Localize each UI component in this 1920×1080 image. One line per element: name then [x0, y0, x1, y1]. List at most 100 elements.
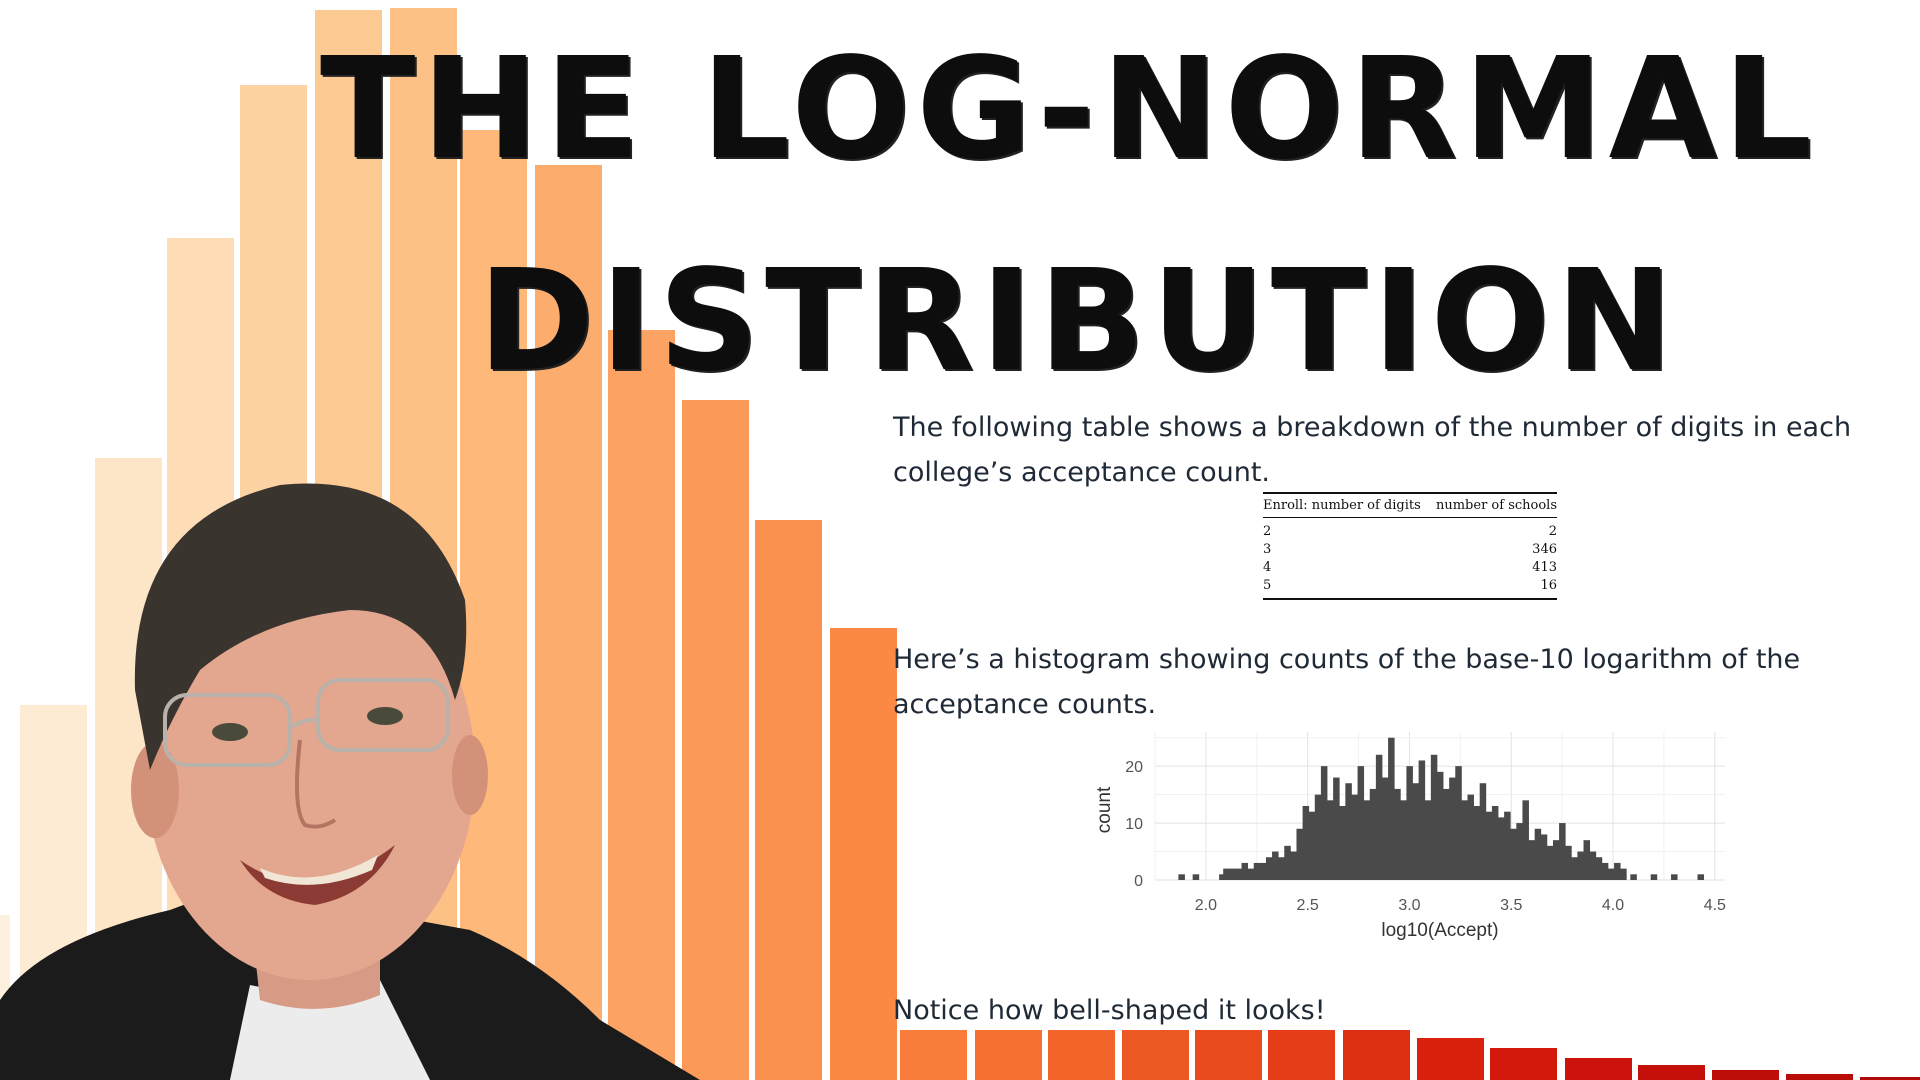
x-tick-label: 4.5	[1704, 897, 1726, 914]
histogram-bar	[1265, 857, 1273, 880]
table-cell: 3	[1263, 542, 1272, 557]
table-cell: 4	[1263, 560, 1272, 575]
histogram-bar	[1219, 874, 1226, 880]
histogram-chart: 2.0 2.5 3.0 3.5 4.0 4.5 0 10 20 log10(Accept) co…	[1094, 732, 1726, 941]
background-bar	[608, 330, 675, 1080]
histogram-bar	[1369, 788, 1377, 880]
background-bar	[1268, 1030, 1335, 1080]
histogram-bar	[1192, 874, 1200, 880]
histogram-bar	[1614, 862, 1621, 880]
histogram-bar	[1375, 754, 1383, 880]
histogram-bar	[1436, 771, 1444, 880]
histogram-bar	[1223, 868, 1230, 880]
x-tick-label: 4.0	[1602, 897, 1624, 914]
histogram-bar	[1320, 766, 1328, 880]
histogram-intro-text: Here’s a histogram showing counts of the…	[893, 644, 1801, 720]
histogram-bar	[1178, 874, 1185, 880]
background-bar	[682, 400, 749, 1080]
title-line-2: DISTRIBUTION	[478, 240, 1679, 403]
histogram-bar	[1473, 806, 1481, 880]
histogram-bar	[1418, 760, 1426, 880]
histogram-bar	[1235, 868, 1242, 880]
background-bar	[1343, 1030, 1410, 1080]
table-intro-text: The following table shows a breakdown of…	[893, 412, 1852, 488]
histogram-bar	[1455, 766, 1462, 880]
histogram-bar	[1363, 800, 1371, 880]
y-tick-label: 10	[1125, 816, 1143, 833]
y-tick-label: 0	[1134, 873, 1143, 890]
histogram-bar	[1412, 783, 1420, 880]
table-row: 2 2	[1263, 518, 1557, 542]
histogram-bar	[1571, 857, 1578, 880]
histogram-bar	[1601, 862, 1609, 880]
histogram-bar	[1259, 862, 1267, 880]
histogram-bar	[1290, 851, 1297, 880]
histogram-bar	[1589, 851, 1597, 880]
histogram-bar	[1485, 811, 1493, 880]
histogram-bar	[1253, 862, 1261, 880]
y-tick-label: 20	[1125, 759, 1143, 776]
table-header-digits: Enroll: number of digits	[1263, 492, 1430, 518]
histogram-bar	[1577, 851, 1584, 880]
histogram-bar	[1430, 754, 1438, 880]
histogram-bar	[1565, 845, 1572, 880]
background-bar	[755, 520, 822, 1080]
table-row: 4 413	[1263, 559, 1557, 577]
histogram-bar	[1534, 828, 1542, 880]
x-tick-label: 2.0	[1195, 897, 1217, 914]
histogram-bar	[1400, 800, 1407, 880]
histogram-bar	[1479, 783, 1487, 880]
histogram-bar	[1339, 806, 1346, 880]
background-bar	[1195, 1030, 1262, 1080]
histogram-bar	[1620, 868, 1627, 880]
histogram-bar	[1284, 845, 1291, 880]
chart-tick-labels: 2.0 2.5 3.0 3.5 4.0 4.5 0 10 20	[1125, 759, 1726, 914]
presenter-photo	[0, 483, 700, 1080]
background-bar	[1122, 1030, 1189, 1080]
title-line-1: THE LOG-NORMAL	[320, 28, 1819, 191]
histogram-bar	[1333, 777, 1340, 880]
histogram-bar	[1296, 828, 1303, 880]
table-header-schools: number of schools	[1429, 492, 1557, 518]
table-cell: 5	[1263, 577, 1430, 600]
histogram-bar	[1498, 817, 1505, 880]
histogram-bar	[1394, 788, 1401, 880]
histogram-bar	[1467, 794, 1474, 880]
background-bar	[1638, 1065, 1705, 1080]
histogram-bar	[1424, 800, 1432, 880]
x-tick-label: 2.5	[1297, 897, 1319, 914]
digits-table: Enroll: number of digits number of schoo…	[1263, 492, 1557, 600]
background-bar	[1565, 1058, 1632, 1080]
background-bar	[900, 1030, 967, 1080]
histogram-bar	[1510, 828, 1517, 880]
background-bar	[1712, 1070, 1779, 1080]
table-row: 3 346	[1263, 541, 1557, 559]
histogram-bar	[1540, 834, 1548, 880]
histogram-bar	[1308, 811, 1316, 880]
x-tick-label: 3.0	[1398, 897, 1420, 914]
histogram-bar	[1229, 868, 1236, 880]
histogram-bar	[1583, 840, 1591, 880]
background-bar	[1860, 1077, 1920, 1080]
background-bar	[975, 1030, 1042, 1080]
histogram-bar	[1697, 874, 1705, 880]
x-axis-label: log10(Accept)	[1381, 920, 1498, 941]
histogram-bar	[1449, 777, 1456, 880]
background-bar	[460, 130, 527, 1080]
histogram-bar	[1528, 840, 1536, 880]
histogram-bar	[1314, 794, 1322, 880]
histogram-bar	[1406, 766, 1413, 880]
histogram-bar	[1595, 857, 1603, 880]
histogram-bar	[1327, 800, 1334, 880]
histogram-bar	[1345, 783, 1352, 880]
histogram-bar	[1650, 874, 1658, 880]
table-cell: 346	[1532, 542, 1557, 557]
histogram-bar	[1302, 806, 1310, 880]
table-cell: 16	[1429, 577, 1557, 600]
background-bar	[1490, 1048, 1557, 1080]
x-tick-label: 3.5	[1500, 897, 1522, 914]
table-row: 5 16	[1263, 577, 1557, 600]
histogram-bar	[1388, 737, 1395, 880]
chart-bars	[1178, 737, 1705, 880]
background-bar	[535, 165, 602, 1080]
